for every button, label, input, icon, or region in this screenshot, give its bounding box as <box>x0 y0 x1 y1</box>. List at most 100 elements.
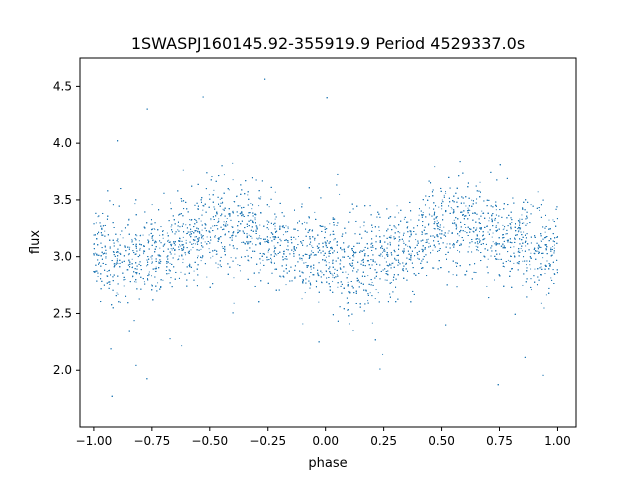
data-point <box>398 244 400 246</box>
data-point <box>487 231 489 233</box>
data-point <box>339 193 341 195</box>
data-point <box>451 208 453 210</box>
data-point <box>436 223 437 225</box>
data-point <box>248 260 250 262</box>
data-point <box>345 271 347 273</box>
data-point <box>523 222 525 224</box>
data-point <box>472 230 474 232</box>
data-point <box>250 202 252 204</box>
data-point <box>328 262 330 264</box>
data-point <box>283 253 285 255</box>
data-point <box>395 227 397 229</box>
data-point <box>486 285 488 287</box>
data-point <box>321 272 323 274</box>
data-point <box>221 246 223 248</box>
data-point <box>170 226 172 228</box>
data-point <box>353 256 355 258</box>
data-point <box>253 273 255 275</box>
data-point <box>458 235 460 237</box>
data-point <box>471 199 473 201</box>
data-point <box>275 247 277 249</box>
data-point <box>208 231 210 233</box>
data-point <box>116 292 118 294</box>
data-point <box>306 245 308 247</box>
data-point <box>270 259 272 261</box>
data-point <box>469 209 471 211</box>
data-point <box>526 223 528 225</box>
data-point <box>200 220 202 222</box>
data-point <box>313 254 315 256</box>
data-point <box>260 196 262 198</box>
data-point <box>518 263 520 265</box>
data-point <box>219 198 221 200</box>
data-point <box>177 259 179 261</box>
data-point <box>171 243 173 245</box>
data-point <box>185 233 187 235</box>
data-point <box>244 242 246 244</box>
data-point <box>504 266 505 268</box>
data-point <box>185 239 187 241</box>
data-point <box>268 228 270 230</box>
data-point <box>200 248 202 250</box>
data-point <box>477 250 479 252</box>
data-point <box>241 213 243 215</box>
data-point <box>329 249 331 251</box>
data-point <box>151 275 153 277</box>
data-point <box>151 262 153 264</box>
data-point <box>513 262 515 264</box>
data-point <box>210 218 212 220</box>
data-point <box>363 225 365 227</box>
data-point <box>223 174 225 176</box>
data-point <box>367 300 369 302</box>
data-point <box>159 247 161 249</box>
data-point <box>287 228 289 230</box>
data-point <box>417 257 419 259</box>
data-point <box>160 255 162 257</box>
data-point <box>119 301 121 303</box>
data-point <box>145 265 147 267</box>
data-point <box>259 262 261 264</box>
data-point <box>488 220 490 222</box>
data-point <box>201 229 203 231</box>
data-point <box>206 236 208 238</box>
data-point <box>550 277 552 279</box>
data-point <box>260 212 262 214</box>
data-point <box>549 266 551 268</box>
data-point <box>273 245 275 247</box>
data-point <box>297 236 299 237</box>
data-point <box>475 228 477 230</box>
data-point <box>162 230 164 232</box>
data-point <box>522 284 524 286</box>
data-point <box>403 270 405 272</box>
data-point <box>285 284 287 286</box>
data-point <box>330 233 332 235</box>
data-point <box>217 263 219 265</box>
data-point <box>409 245 411 247</box>
data-point <box>422 232 424 234</box>
data-point <box>274 238 276 240</box>
data-point <box>537 191 539 193</box>
data-point <box>151 258 153 260</box>
data-point <box>274 218 276 220</box>
data-point <box>552 219 554 221</box>
data-point <box>190 233 192 235</box>
data-point <box>501 245 503 247</box>
data-point <box>456 226 458 228</box>
data-point <box>511 221 513 223</box>
data-point <box>251 243 253 245</box>
chart-title: 1SWASPJ160145.92-355919.9 Period 4529337… <box>131 34 525 53</box>
data-point <box>408 258 410 260</box>
data-point <box>542 257 544 259</box>
data-point <box>378 230 380 232</box>
data-point <box>222 208 224 210</box>
data-point <box>117 263 119 265</box>
data-point <box>503 228 505 230</box>
data-point <box>134 281 136 283</box>
data-point <box>517 231 519 233</box>
data-point <box>428 213 430 215</box>
data-point <box>248 242 250 244</box>
data-point <box>453 219 455 221</box>
data-point <box>414 247 416 249</box>
data-point <box>494 279 495 281</box>
data-point <box>492 232 494 234</box>
